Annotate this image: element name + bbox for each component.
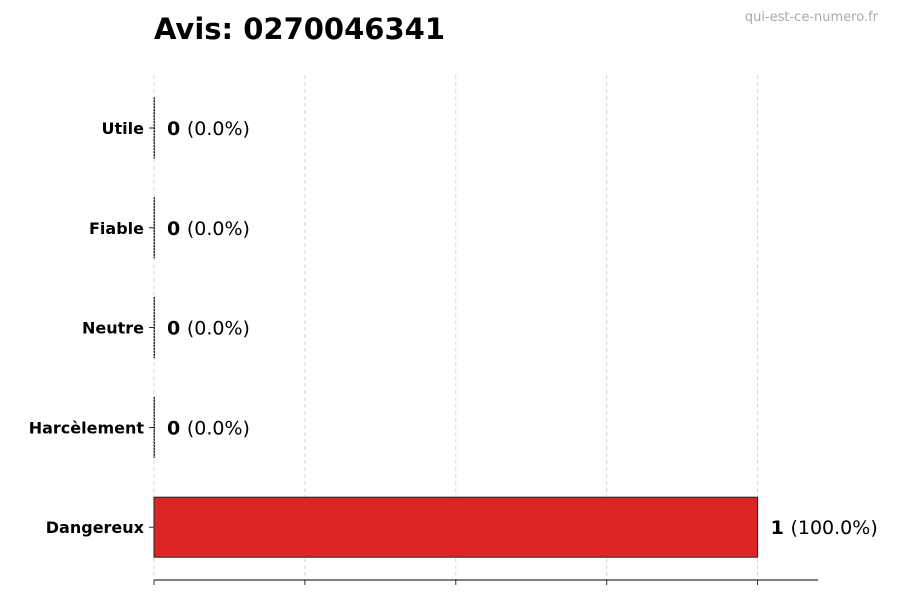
bar-utile [153, 97, 155, 159]
data-label-percent: (0.0%) [187, 318, 250, 340]
y-tick-label: Neutre [82, 319, 144, 338]
data-label-count: 0 [167, 417, 187, 439]
y-tick-label: Fiable [89, 219, 144, 238]
data-label-percent: (100.0%) [790, 517, 877, 539]
data-label-count: 0 [167, 318, 187, 340]
bar-fiable [153, 197, 155, 259]
data-label: 0 (0.0%) [167, 118, 250, 140]
chart-title: Avis: 0270046341 [154, 12, 445, 46]
bar-dangereux [153, 496, 759, 558]
bar-neutre [153, 297, 155, 359]
watermark: qui-est-ce-numero.fr [744, 10, 878, 25]
data-label-count: 0 [167, 118, 187, 140]
data-label-count: 0 [167, 218, 187, 240]
y-tick-label: Dangereux [46, 518, 145, 537]
data-label: 0 (0.0%) [167, 318, 250, 340]
data-label: 0 (0.0%) [167, 417, 250, 439]
y-tick-label: Utile [102, 119, 145, 138]
data-label-count: 1 [771, 517, 791, 539]
bar-harcèlement [153, 396, 155, 458]
data-label-percent: (0.0%) [187, 417, 250, 439]
data-label: 0 (0.0%) [167, 218, 250, 240]
y-tick-label: Harcèlement [29, 418, 145, 437]
data-label-percent: (0.0%) [187, 218, 250, 240]
data-label-percent: (0.0%) [187, 118, 250, 140]
data-label: 1 (100.0%) [771, 517, 878, 539]
